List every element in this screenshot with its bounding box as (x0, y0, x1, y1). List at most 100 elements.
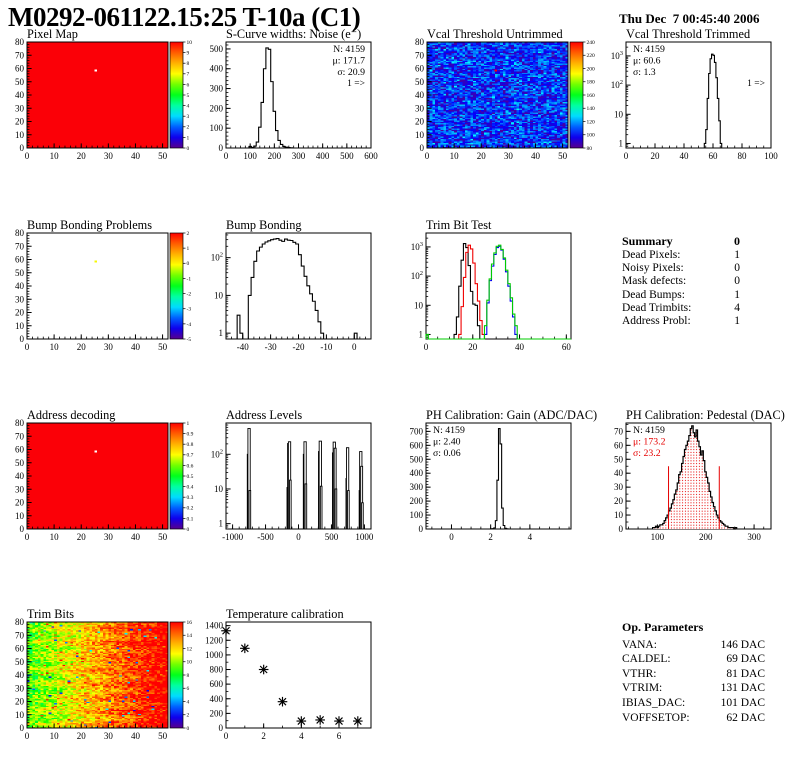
y-tick-label: 500 (410, 454, 424, 464)
y-tick-label: 102 (411, 270, 423, 281)
chart-title: Address decoding (27, 409, 115, 422)
y-tick-label: 1200 (205, 635, 224, 645)
colorbar-tick-label: 9 (187, 51, 190, 57)
x-tick-label: -500 (257, 532, 274, 542)
colorbar (169, 232, 184, 340)
y-tick-label: 10 (15, 511, 25, 521)
colorbar-tick-label: 0 (187, 726, 190, 732)
y-tick-label: 30 (614, 482, 624, 492)
heatmap-body (27, 42, 168, 148)
colorbar-tick-label: -1 (187, 276, 192, 282)
chart-title: PH Calibration: Gain (ADC/DAC) (426, 409, 597, 422)
x-tick-label: 100 (651, 532, 665, 542)
x-tick-label: 0 (224, 731, 229, 741)
y-tick-label: 0 (219, 723, 224, 733)
x-tick-label: 40 (515, 342, 525, 352)
x-tick-label: 0 (25, 342, 30, 352)
x-tick-label: 300 (747, 532, 761, 542)
histogram-bar (361, 502, 364, 530)
histogram-bar (248, 490, 252, 530)
x-tick-label: 40 (131, 731, 141, 741)
y-tick-label: 20 (15, 498, 25, 508)
x-tick-label: 40 (131, 151, 141, 161)
summary-row: Dead Trimbits: 4 (622, 302, 740, 315)
x-tick-label: 4 (299, 731, 304, 741)
histogram-series (236, 238, 358, 340)
summary-total: 0 (734, 234, 740, 248)
colorbar (169, 41, 184, 149)
x-tick-label: 600 (364, 151, 378, 161)
chart-title: Bump Bonding (226, 219, 302, 232)
y-tick-label: 40 (15, 90, 25, 100)
x-tick-label: 50 (558, 151, 568, 161)
histogram-bar (334, 488, 338, 530)
y-tick-label: 0 (20, 143, 25, 153)
x-tick-label: 0 (352, 342, 357, 352)
x-tick-label: -30 (265, 342, 277, 352)
y-tick-label: 10 (614, 109, 624, 119)
colorbar-tick-label: 3 (187, 114, 190, 120)
y-tick-label: 60 (15, 255, 25, 265)
colorbar-tick-label: 0.5 (187, 474, 194, 480)
y-tick-label: 60 (15, 445, 25, 455)
colorbar-tick-label: 8 (187, 61, 190, 67)
chart-title: Trim Bits (27, 608, 74, 621)
y-tick-label: 102 (211, 252, 223, 263)
chart-title: PH Calibration: Pedestal (DAC) (626, 409, 785, 422)
defect-pixel (94, 450, 98, 453)
op-parameter-value: 62 DAC (726, 711, 765, 724)
y-tick-label: 0 (20, 334, 25, 344)
colorbar-tick-label: 0.3 (187, 495, 194, 501)
x-tick-label: 400 (316, 151, 330, 161)
x-tick-label: 20 (651, 151, 661, 161)
defect-pixel (94, 69, 98, 72)
chart-title: S-Curve widths: Noise (e⁻) (226, 28, 361, 41)
histogram-series (703, 53, 723, 148)
colorbar-tick-label: 2 (187, 231, 190, 237)
colorbar-tick-label: 14 (187, 633, 193, 639)
y-tick-label: 50 (15, 77, 25, 87)
summary-row-value: 4 (734, 301, 740, 314)
scatter-marker (296, 716, 307, 726)
y-tick-label: 1000 (205, 650, 224, 660)
y-tick-label: 0 (619, 524, 624, 534)
histogram-series (651, 425, 738, 530)
y-tick-label: 40 (15, 281, 25, 291)
ph-gain-chart: PH Calibration: Gain (ADC/DAC) 0 2 4 0 100 200… (410, 409, 598, 542)
y-tick-label: 20 (15, 117, 25, 127)
y-tick-label: 70 (15, 241, 25, 251)
colorbar-tick-label: 4 (187, 104, 190, 110)
colorbar-tick-label: 120 (587, 119, 596, 125)
op-parameter-label: CALDEL: (622, 653, 671, 666)
chart-title: Vcal Threshold Trimmed (626, 28, 750, 41)
x-tick-label: 200 (699, 532, 713, 542)
summary-row-value: 0 (734, 275, 740, 288)
chart-title: Temperature calibration (226, 608, 344, 621)
y-tick-label: 60 (415, 64, 425, 74)
summary-row-label: Address Probl: (622, 315, 691, 328)
x-tick-label: 40 (131, 342, 141, 352)
op-parameters-title: Op. Parameters (622, 620, 704, 634)
y-tick-label: 400 (410, 468, 424, 478)
y-tick-label: 100 (210, 123, 224, 133)
y-tick-label: 500 (210, 44, 224, 54)
y-tick-label: 1 (219, 519, 224, 529)
x-tick-label: 30 (104, 342, 114, 352)
x-tick-label: 30 (504, 151, 513, 161)
chart-title: Trim Bit Test (426, 219, 492, 232)
x-tick-label: 10 (50, 342, 60, 352)
histogram-bar (289, 479, 292, 530)
stats-line: σ: 0.06 (433, 448, 461, 459)
colorbar-tick-label: 0.7 (187, 453, 194, 459)
y-tick-label: 400 (210, 694, 224, 704)
summary-row-label: Dead Pixels: (622, 249, 681, 261)
y-tick-label: 40 (614, 468, 624, 478)
stats-line: σ: 20.9 (337, 67, 365, 78)
timestamp: Thu Dec 7 00:45:40 2006 (619, 11, 760, 26)
chart-title: Bump Bonding Problems (27, 219, 152, 232)
colorbar-tick-label: 2 (187, 125, 190, 131)
x-tick-label: 200 (268, 151, 282, 161)
x-tick-label: 40 (131, 532, 141, 542)
